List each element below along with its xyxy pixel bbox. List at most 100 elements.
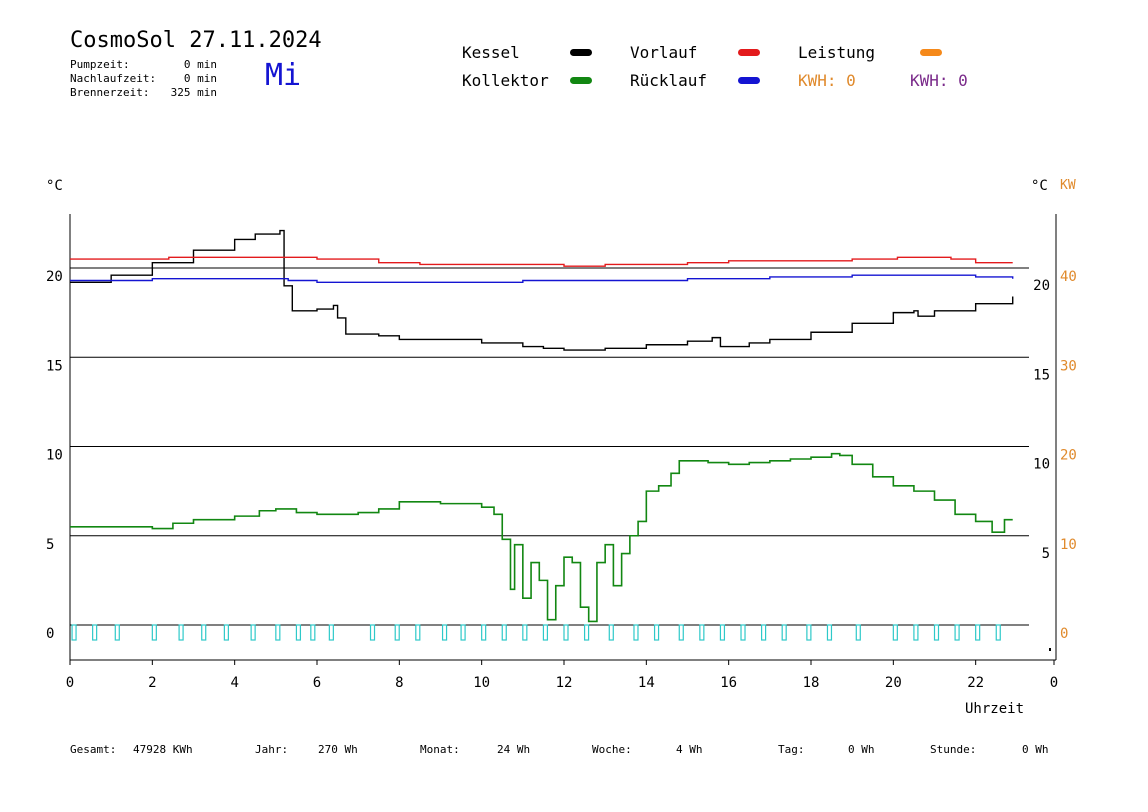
pump-pulse [954,624,960,641]
left-tick-label: 10 [46,448,63,464]
pump-pulse [460,624,466,641]
series-line-kollektor [70,452,1013,623]
left-axis-unit: °C [46,178,63,194]
pump-pulse [394,624,400,641]
stat-nachlaufzeit-value: 0 min [183,72,217,85]
right-tick-label: 15 [1033,367,1050,383]
footer-stunde-value: 0 Wh [1022,743,1049,756]
pump-pulse [223,624,229,641]
pump-pulse [481,624,487,641]
pump-pulse [892,624,898,641]
legend-label-ruecklauf: Rücklauf [630,71,708,90]
series-line-rcklauf [70,274,1014,283]
page-title: CosmoSol 27.11.2024 [70,28,322,53]
x-tick-label: 12 [556,675,573,691]
x-tick-label: 6 [313,675,321,691]
right2-tick-label: 0 [1060,626,1068,642]
pump-pulse [975,624,981,641]
right2-tick-label: 20 [1060,448,1077,464]
legend-swatch-leistung [920,49,942,56]
footer-gesamt-value: 47928 KWh [133,743,193,756]
right-tick-label: 10 [1033,457,1050,473]
pump-pulse [328,624,334,641]
pump-pulse [583,624,590,641]
footer-jahr-label: Jahr: [255,743,289,756]
pump-pulse [275,624,281,641]
legend-label-vorlauf: Vorlauf [630,43,698,62]
pump-pulse [995,624,1001,641]
pump-pulse [501,624,507,641]
pump-pulse [310,624,316,641]
footer-stunde-label: Stunde: [930,743,977,756]
legend-label-kollektor: Kollektor [462,71,549,90]
pump-pulse [699,624,705,641]
pump-pulse [719,624,726,641]
footer-woche-value: 4 Wh [676,743,703,756]
end-marker [1049,648,1051,651]
pump-pulse [653,624,660,641]
pump-pulse [114,624,120,641]
pump-pulse [151,624,157,641]
x-tick-label: 14 [638,675,655,691]
footer-woche-label: Woche: [592,743,632,756]
footer-jahr-value: 270 Wh [318,743,358,756]
legend-swatch-kessel [570,49,592,56]
legend-swatch-vorlauf [738,49,760,56]
pump-pulse [806,624,812,641]
weekday-label: Mi [265,58,302,93]
right2-axis-unit: KW [1060,178,1076,193]
x-tick-label: 4 [230,675,238,691]
right2-tick-label: 30 [1060,358,1077,374]
kwh-value-2: KWH: 0 [910,71,968,90]
stat-nachlaufzeit-label: Nachlaufzeit: [70,72,157,85]
x-tick-label: 16 [720,675,737,691]
pump-pulse [295,624,302,641]
pump-pulse [760,624,767,641]
x-tick-label: 8 [395,675,403,691]
pump-pulse [633,624,639,641]
pump-pulse [178,624,184,641]
pump-pulse [826,624,833,641]
pump-pulse [415,624,421,641]
stat-pumpzeit-value: 0 min [183,58,217,71]
pump-pulse [369,624,376,641]
right2-tick-label: 10 [1060,537,1077,553]
kwh-value-1: KWH: 0 [798,71,856,90]
stat-brennerzeit-label: Brennerzeit: [70,86,150,99]
pump-pulse [933,624,940,641]
left-tick-label: 15 [46,358,63,374]
pump-pulse [855,624,861,641]
series-line-vorlauf [70,256,1013,267]
right-tick-label: 20 [1033,278,1050,294]
right-tick-label: 5 [1042,546,1050,562]
legend-swatch-kollektor [570,77,592,84]
footer-gesamt-label: Gesamt: [70,743,117,756]
left-tick-label: 5 [46,537,54,553]
pump-pulse [542,624,549,641]
legend-label-leistung: Leistung [798,43,876,62]
footer-monat-label: Monat: [420,743,460,756]
pump-pulse [441,624,448,641]
series-line-kessel [70,229,1014,351]
pump-pulse [678,624,684,641]
x-axis-label: Uhrzeit [965,701,1025,717]
pump-pulse [92,624,98,641]
pump-pulse [781,624,787,641]
x-tick-label: 0 [66,675,74,691]
footer-tag-value: 0 Wh [848,743,875,756]
left-tick-label: 20 [46,269,63,285]
left-tick-label: 0 [46,626,54,642]
pump-pulse [522,624,528,641]
pump-pulse [563,624,569,641]
pump-pulse [740,624,746,641]
x-tick-label: 18 [803,675,820,691]
x-tick-label: 2 [148,675,156,691]
legend-swatch-ruecklauf [738,77,760,84]
pump-pulse [913,624,919,641]
right-axis-unit: °C [1031,178,1048,194]
x-tick-label: 10 [473,675,490,691]
x-tick-label: 0 [1050,675,1058,691]
x-tick-label: 22 [967,675,984,691]
stat-brennerzeit-value: 325 min [170,86,217,99]
